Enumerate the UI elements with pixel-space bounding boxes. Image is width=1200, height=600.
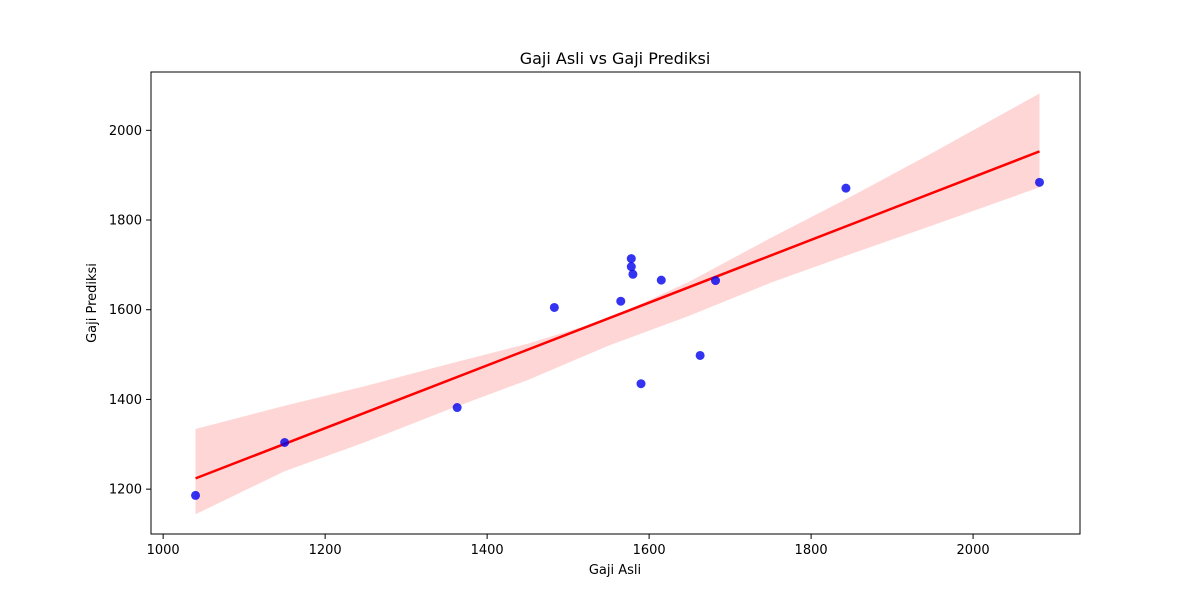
data-point [711,276,721,286]
x-tick-label: 1600 [633,543,666,558]
x-axis: 1000 1200 1400 1600 1800 2000 [147,534,990,558]
plot-area [191,93,1045,515]
data-point [280,437,290,447]
data-point [549,302,559,312]
confidence-band-layer [195,93,1040,515]
data-point [616,296,626,306]
data-point [656,275,666,285]
y-tick-label: 1800 [109,214,142,229]
confidence-band [195,93,1040,515]
regression-line-layer [195,150,1040,480]
chart-title: Gaji Asli vs Gaji Prediksi [520,49,711,68]
data-point [841,183,851,193]
data-point [626,262,636,272]
x-tick-label: 1200 [309,543,342,558]
data-point [452,403,462,413]
data-point [636,379,646,389]
data-point [695,350,705,360]
regression-line [195,150,1040,480]
y-axis-label: Gaji Prediksi [85,263,100,343]
x-tick-label: 1400 [471,543,504,558]
x-axis-label: Gaji Asli [589,563,641,578]
plot-frame [150,71,1081,535]
scatter-points-layer [191,177,1045,500]
y-tick-label: 2000 [109,124,142,139]
y-tick-label: 1200 [109,483,142,498]
x-tick-label: 2000 [957,543,990,558]
data-point [191,490,201,500]
data-point [1035,177,1045,187]
y-tick-label: 1600 [109,303,142,318]
x-tick-label: 1000 [147,543,180,558]
y-tick-label: 1400 [109,393,142,408]
y-axis: 1200 1400 1600 1800 2000 [109,124,151,498]
x-tick-label: 1800 [795,543,828,558]
data-point [628,269,638,279]
data-point [626,254,636,264]
